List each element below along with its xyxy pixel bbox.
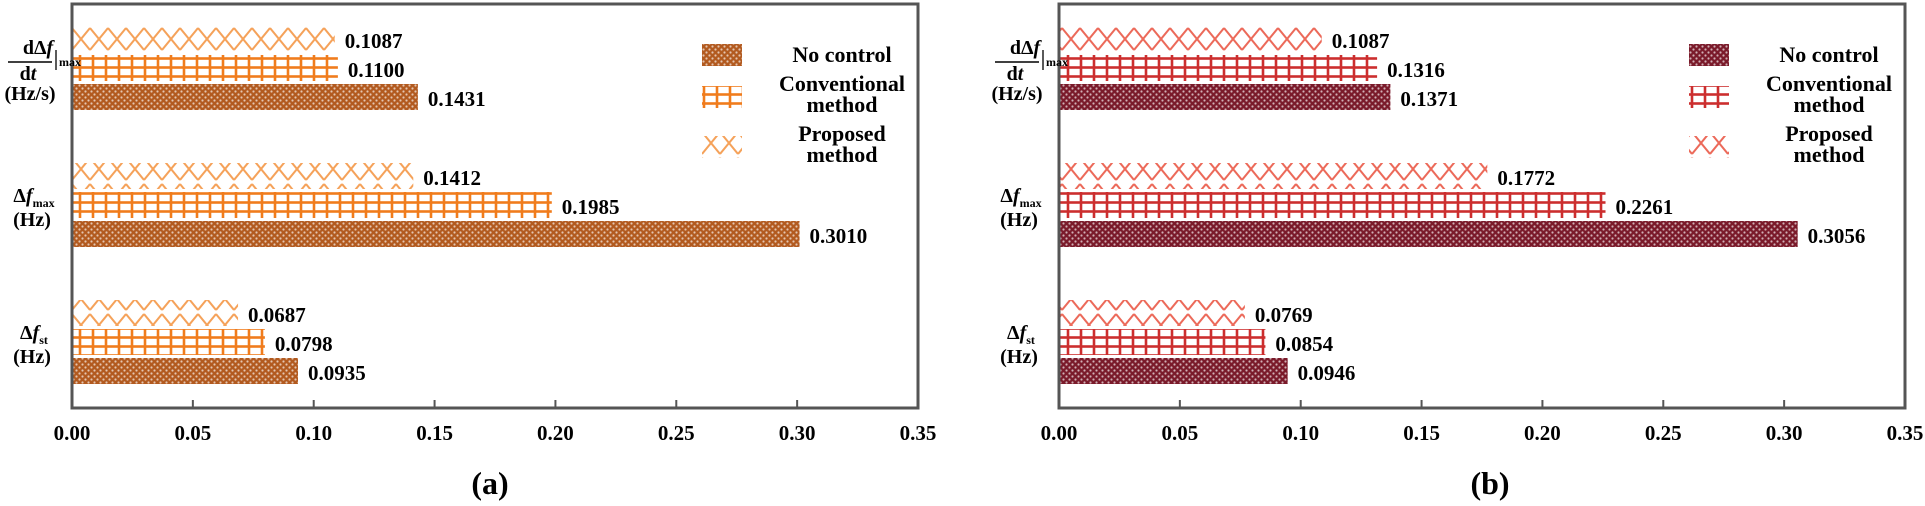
legend-label: No control [1779,42,1878,67]
data-label: 0.3056 [1808,224,1866,248]
x-tick-label: 0.20 [1524,421,1561,445]
bar-cross [72,300,239,326]
panel-label: (b) [1470,465,1509,501]
legend-label: method [1794,142,1865,167]
cat-rocof-unit: (Hz/s) [991,83,1042,105]
legend-label: method [1794,92,1865,117]
cat-fmax-symbol: Δfmax [13,185,54,210]
legend-swatch-grid [702,86,742,108]
data-label: 0.0798 [275,332,333,356]
cat-fmax-unit: (Hz) [1000,209,1038,231]
cat-fst-symbol: Δfst [20,322,48,347]
bar-cross [72,163,414,189]
x-tick-label: 0.15 [1403,421,1440,445]
legend-swatch-dots [702,44,742,66]
legend-label: Conventional [779,71,905,96]
data-label: 0.1985 [562,195,620,219]
data-label: 0.1431 [428,87,486,111]
bar-grid [72,55,338,81]
bar-grid [1059,329,1266,355]
x-tick-label: 0.35 [900,421,937,445]
x-tick-label: 0.05 [174,421,211,445]
data-label: 0.0687 [248,303,306,327]
bar-dots [1059,221,1798,247]
cat-rocof-denominator: dt [20,63,38,85]
cat-fst-unit: (Hz) [13,346,51,368]
bar-grid [1059,55,1378,81]
plot-frame [70,2,920,410]
bar-cross [1059,300,1245,326]
cat-rocof-unit: (Hz/s) [4,83,55,105]
legend-label: Conventional [1766,71,1892,96]
bar-grid [72,192,552,218]
bar-dots [72,221,800,247]
x-tick-label: 0.00 [54,421,91,445]
cat-rocof-denominator: dt [1007,63,1025,85]
data-label: 0.1087 [345,29,403,53]
x-tick-label: 0.35 [1887,421,1924,445]
bar-dots [72,358,299,384]
bar-dots [1059,358,1288,384]
cat-fmax-symbol: Δfmax [1000,185,1041,210]
legend-swatch-cross [1689,136,1729,158]
data-label: 0.0946 [1298,361,1356,385]
cat-rocof-numerator: dΔf [1010,37,1043,59]
bar-dots [1059,84,1391,110]
bar-grid [1059,192,1606,218]
x-tick-label: 0.20 [537,421,574,445]
legend-label: method [807,92,878,117]
x-tick-label: 0.00 [1041,421,1078,445]
cat-rocof-numerator: dΔf [23,37,56,59]
legend-label: method [807,142,878,167]
cat-fmax-unit: (Hz) [13,209,51,231]
panel-a: 0.00 0.05 0.10 0.15 0.20 0.25 0.30 0.35 0.1087 0.… [4,2,937,501]
cat-fst-symbol: Δfst [1007,322,1035,347]
x-tick-label: 0.25 [658,421,695,445]
plot-frame [1057,2,1907,410]
legend-label: Proposed [798,121,886,146]
x-tick-label: 0.10 [295,421,332,445]
data-label: 0.0769 [1255,303,1313,327]
data-label: 0.0935 [308,361,366,385]
legend-label: No control [792,42,891,67]
data-label: 0.1087 [1332,29,1390,53]
cat-rocof-subscript: max [59,55,81,69]
data-label: 0.1316 [1387,58,1445,82]
cat-rocof-subscript: max [1046,55,1068,69]
legend-swatch-cross [702,136,742,158]
data-label: 0.1100 [348,58,405,82]
bar-cross [1059,26,1322,52]
bar-cross [1059,163,1488,189]
data-label: 0.3010 [810,224,868,248]
bar-cross [72,26,335,52]
x-tick-label: 0.30 [1766,421,1803,445]
x-tick-label: 0.30 [779,421,816,445]
x-tick-label: 0.15 [416,421,453,445]
legend-swatch-grid [1689,86,1729,108]
panel-label: (a) [471,465,508,501]
bar-grid [72,329,265,355]
data-label: 0.0854 [1275,332,1333,356]
legend-swatch-dots [1689,44,1729,66]
data-label: 0.2261 [1616,195,1674,219]
data-label: 0.1412 [423,166,481,190]
x-tick-label: 0.05 [1161,421,1198,445]
legend-label: Proposed [1785,121,1873,146]
data-label: 0.1371 [1400,87,1458,111]
cat-fst-unit: (Hz) [1000,346,1038,368]
data-label: 0.1772 [1497,166,1555,190]
bar-dots [72,84,418,110]
panel-b: 0.00 0.05 0.10 0.15 0.20 0.25 0.30 0.35 0.1087 0.… [991,2,1924,501]
x-tick-label: 0.10 [1282,421,1319,445]
x-tick-label: 0.25 [1645,421,1682,445]
